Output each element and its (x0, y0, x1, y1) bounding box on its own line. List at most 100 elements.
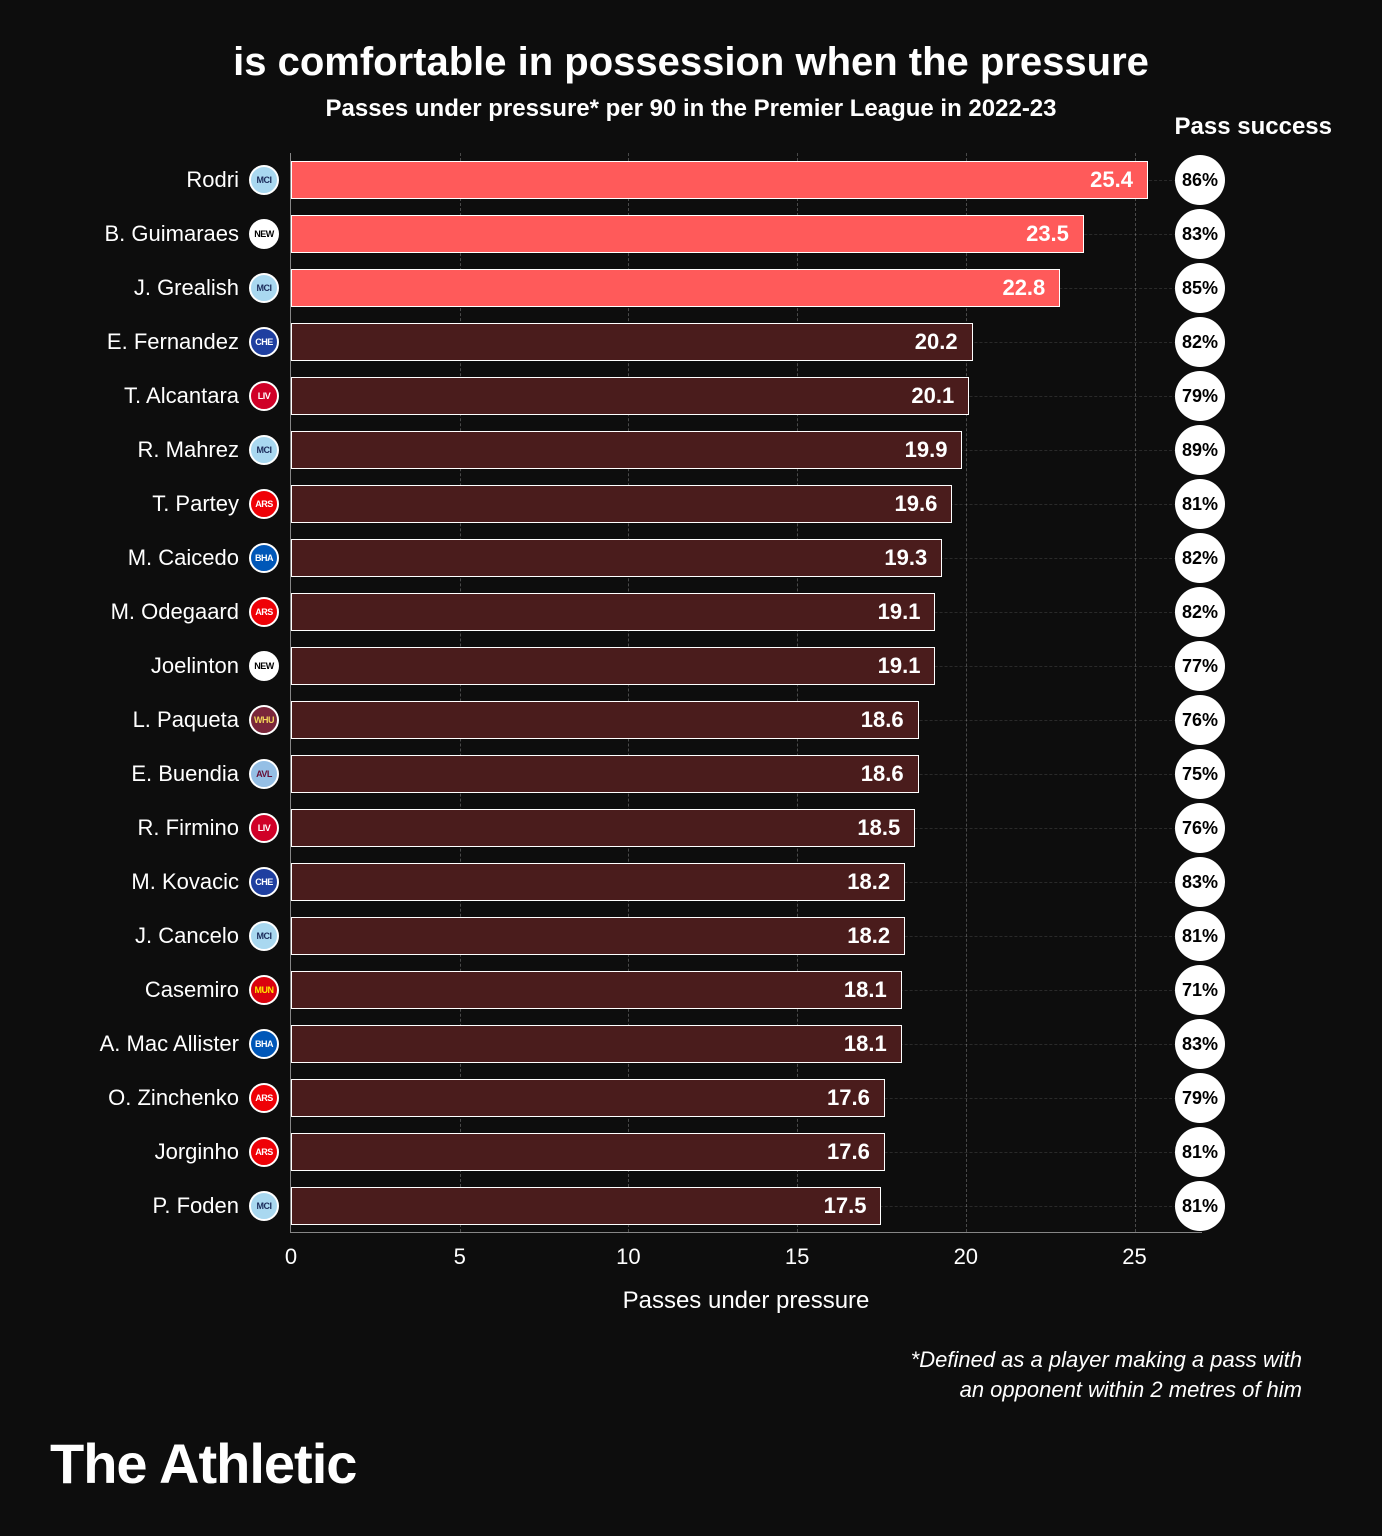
x-tick: 10 (616, 1244, 640, 1270)
team-badge-icon: CHE (249, 867, 279, 897)
pass-success-badge: 82% (1175, 317, 1225, 367)
bar-value: 19.3 (884, 545, 927, 571)
player-name: M. Caicedo (128, 545, 239, 571)
x-tick: 25 (1122, 1244, 1146, 1270)
bar-value: 18.6 (861, 707, 904, 733)
table-row: O. ZinchenkoARS17.679% (291, 1071, 1202, 1125)
table-row: E. BuendiaAVL18.675% (291, 747, 1202, 801)
player-name: Rodri (186, 167, 239, 193)
table-row: CasemiroMUN18.171% (291, 963, 1202, 1017)
bar-value: 17.5 (824, 1193, 867, 1219)
bar: 20.1 (291, 377, 969, 415)
bar: 18.2 (291, 917, 905, 955)
chart-title: is comfortable in possession when the pr… (60, 40, 1322, 85)
bar-value: 20.2 (915, 329, 958, 355)
team-badge-icon: ARS (249, 597, 279, 627)
team-badge-icon: ARS (249, 1083, 279, 1113)
bar-value: 18.2 (847, 869, 890, 895)
table-row: R. FirminoLIV18.576% (291, 801, 1202, 855)
table-row: M. OdegaardARS19.182% (291, 585, 1202, 639)
bar: 19.6 (291, 485, 952, 523)
player-name: J. Grealish (134, 275, 239, 301)
player-name: R. Firmino (138, 815, 239, 841)
plot-area: 0510152025RodriMCI25.486%B. GuimaraesNEW… (290, 153, 1202, 1233)
bar: 17.5 (291, 1187, 881, 1225)
pass-success-badge: 79% (1175, 1073, 1225, 1123)
chart-subtitle: Passes under pressure* per 90 in the Pre… (60, 95, 1322, 123)
player-name: A. Mac Allister (100, 1031, 239, 1057)
bar-value: 25.4 (1090, 167, 1133, 193)
pass-success-badge: 71% (1175, 965, 1225, 1015)
team-badge-icon: BHA (249, 1029, 279, 1059)
pass-success-badge: 79% (1175, 371, 1225, 421)
pass-success-badge: 76% (1175, 695, 1225, 745)
player-name: M. Kovacic (131, 869, 239, 895)
team-badge-icon: MCI (249, 273, 279, 303)
team-badge-icon: MCI (249, 435, 279, 465)
team-badge-icon: ARS (249, 489, 279, 519)
player-name: B. Guimaraes (105, 221, 240, 247)
bar: 18.5 (291, 809, 915, 847)
team-badge-icon: WHU (249, 705, 279, 735)
team-badge-icon: CHE (249, 327, 279, 357)
team-badge-icon: LIV (249, 381, 279, 411)
table-row: JorginhoARS17.681% (291, 1125, 1202, 1179)
player-name: M. Odegaard (111, 599, 239, 625)
x-tick: 0 (285, 1244, 297, 1270)
bar-value: 18.6 (861, 761, 904, 787)
team-badge-icon: MCI (249, 1191, 279, 1221)
player-name: J. Cancelo (135, 923, 239, 949)
pass-success-badge: 77% (1175, 641, 1225, 691)
player-name: R. Mahrez (138, 437, 239, 463)
player-name: Jorginho (155, 1139, 239, 1165)
team-badge-icon: MCI (249, 921, 279, 951)
footnote-line-1: *Defined as a player making a pass with (911, 1347, 1302, 1372)
chart-container: Pass success 0510152025RodriMCI25.486%B.… (60, 153, 1322, 1315)
x-tick: 15 (785, 1244, 809, 1270)
team-badge-icon: AVL (249, 759, 279, 789)
player-name: O. Zinchenko (108, 1085, 239, 1111)
player-name: P. Foden (153, 1193, 239, 1219)
bar-value: 19.1 (878, 653, 921, 679)
pass-success-badge: 85% (1175, 263, 1225, 313)
bar-value: 17.6 (827, 1139, 870, 1165)
bar: 17.6 (291, 1079, 885, 1117)
table-row: T. ParteyARS19.681% (291, 477, 1202, 531)
bar: 18.2 (291, 863, 905, 901)
bar: 19.9 (291, 431, 962, 469)
player-name: L. Paqueta (133, 707, 239, 733)
pass-success-badge: 81% (1175, 911, 1225, 961)
bar: 19.1 (291, 593, 935, 631)
table-row: J. GrealishMCI22.885% (291, 261, 1202, 315)
player-name: T. Alcantara (124, 383, 239, 409)
player-name: Joelinton (151, 653, 239, 679)
bar-value: 20.1 (911, 383, 954, 409)
pass-success-badge: 83% (1175, 1019, 1225, 1069)
pass-success-badge: 82% (1175, 533, 1225, 583)
bar: 20.2 (291, 323, 973, 361)
brand-logo: The Athletic (50, 1431, 356, 1496)
pass-success-badge: 83% (1175, 857, 1225, 907)
bar-value: 19.9 (905, 437, 948, 463)
bar: 18.6 (291, 755, 919, 793)
team-badge-icon: BHA (249, 543, 279, 573)
bar: 18.1 (291, 1025, 902, 1063)
pass-success-badge: 75% (1175, 749, 1225, 799)
pass-success-badge: 82% (1175, 587, 1225, 637)
pass-success-badge: 76% (1175, 803, 1225, 853)
x-tick: 5 (454, 1244, 466, 1270)
bar-value: 18.1 (844, 977, 887, 1003)
player-name: E. Fernandez (107, 329, 239, 355)
table-row: RodriMCI25.486% (291, 153, 1202, 207)
bar-value: 18.5 (857, 815, 900, 841)
bar-value: 19.1 (878, 599, 921, 625)
footnote: *Defined as a player making a pass with … (60, 1345, 1322, 1404)
table-row: M. CaicedoBHA19.382% (291, 531, 1202, 585)
team-badge-icon: MCI (249, 165, 279, 195)
table-row: R. MahrezMCI19.989% (291, 423, 1202, 477)
team-badge-icon: MUN (249, 975, 279, 1005)
bar: 22.8 (291, 269, 1060, 307)
pass-success-badge: 81% (1175, 1181, 1225, 1231)
bar-value: 18.2 (847, 923, 890, 949)
player-name: E. Buendia (131, 761, 239, 787)
